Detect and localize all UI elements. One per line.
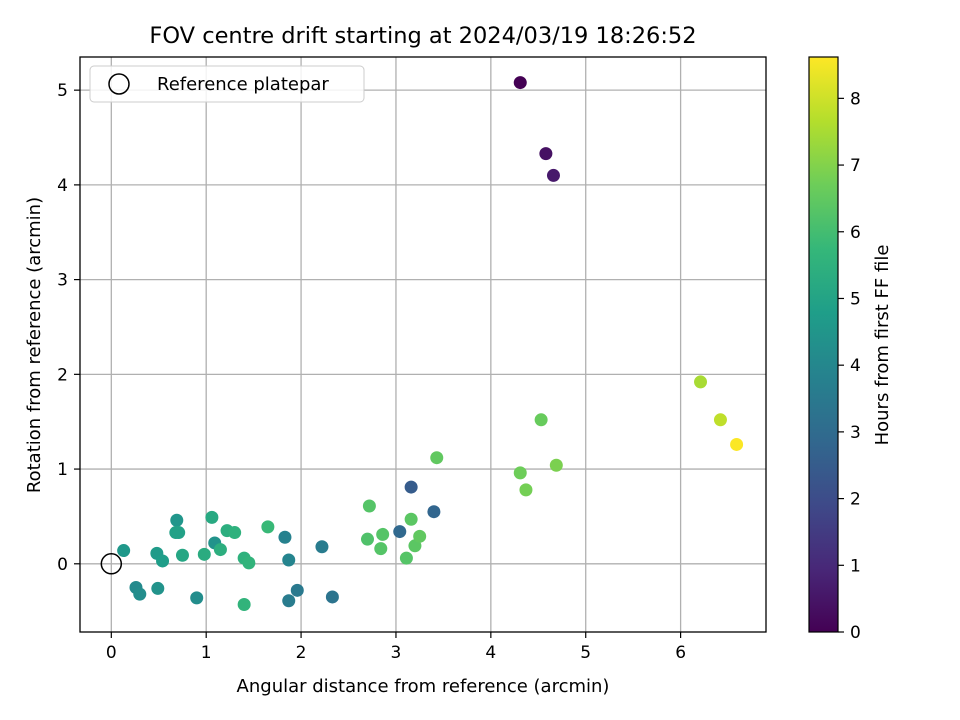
data-point [237,598,251,612]
colorbar-tick-label: 0 [850,623,861,643]
data-point [694,375,708,389]
data-point [133,587,147,601]
data-point [282,594,296,608]
chart-title: FOV centre drift starting at 2024/03/19 … [149,23,696,49]
legend-box [89,65,365,103]
legend-open-circle-icon [108,73,130,95]
data-point [430,451,444,465]
data-point [404,480,418,494]
data-points [117,76,744,612]
y-tick-label: 2 [57,365,68,385]
colorbar-tick-label: 6 [850,223,861,243]
y-tick-label: 0 [57,555,68,575]
grid-lines [80,57,766,632]
y-tick-label: 5 [57,81,68,101]
data-point [117,544,131,558]
data-point [228,526,242,540]
legend-entry-label: Reference platepar [157,74,329,95]
data-point [539,147,553,161]
data-point [519,483,533,497]
data-point [427,505,441,519]
colorbar [808,56,839,633]
data-point [170,513,184,527]
plot-frame [79,56,767,633]
x-tick-label: 5 [580,643,591,663]
data-point [278,530,292,544]
data-point [374,542,388,556]
data-point [393,525,407,539]
x-tick-label: 4 [485,643,496,663]
data-point [190,591,204,605]
colorbar-tick-label: 7 [850,156,861,176]
data-point [315,540,329,554]
data-point [172,526,186,540]
colorbar-label: Hours from first FF file [872,245,893,446]
data-point [242,556,256,570]
x-axis-ticks: 0 1 2 3 4 5 6 [106,632,686,663]
colorbar-tick-label: 3 [850,423,861,443]
data-point [175,548,189,562]
data-point [360,532,374,546]
x-axis-label: Angular distance from reference (arcmin) [237,676,610,697]
data-point [713,413,727,427]
colorbar-tick-label: 5 [850,289,861,309]
data-point [546,168,560,182]
x-tick-label: 1 [201,643,212,663]
y-axis-label: Rotation from reference (arcmin) [24,197,45,493]
reference-platepar-marker [100,553,123,575]
y-axis-ticks: 0 1 2 3 4 5 [57,81,80,575]
data-point [151,581,165,595]
colorbar-tick-label: 4 [850,356,861,376]
data-point [549,458,563,472]
x-tick-label: 2 [296,643,307,663]
data-point [261,520,275,534]
y-tick-label: 1 [57,460,68,480]
x-tick-label: 6 [675,643,686,663]
data-point [362,499,376,513]
y-tick-label: 3 [57,271,68,291]
legend: Reference platepar [89,65,365,103]
data-point [534,413,548,427]
data-point [156,554,170,568]
colorbar-tick-label: 1 [850,556,861,576]
data-point [197,547,211,561]
colorbar-tick-label: 8 [850,89,861,109]
colorbar-tick-label: 2 [850,490,861,510]
data-point [290,583,304,597]
colorbar-ticks: 0 1 2 3 4 5 6 7 8 [838,89,861,643]
data-point [399,551,413,565]
data-point [513,76,527,90]
x-tick-label: 3 [391,643,402,663]
data-point [282,553,296,567]
y-tick-label: 4 [57,176,68,196]
data-point [325,590,339,604]
data-point [376,527,390,541]
data-point [404,512,418,526]
data-point [205,510,219,524]
data-point [730,437,744,451]
x-tick-label: 0 [106,643,117,663]
data-point [513,466,527,480]
data-point [213,543,227,557]
data-point [413,529,427,543]
